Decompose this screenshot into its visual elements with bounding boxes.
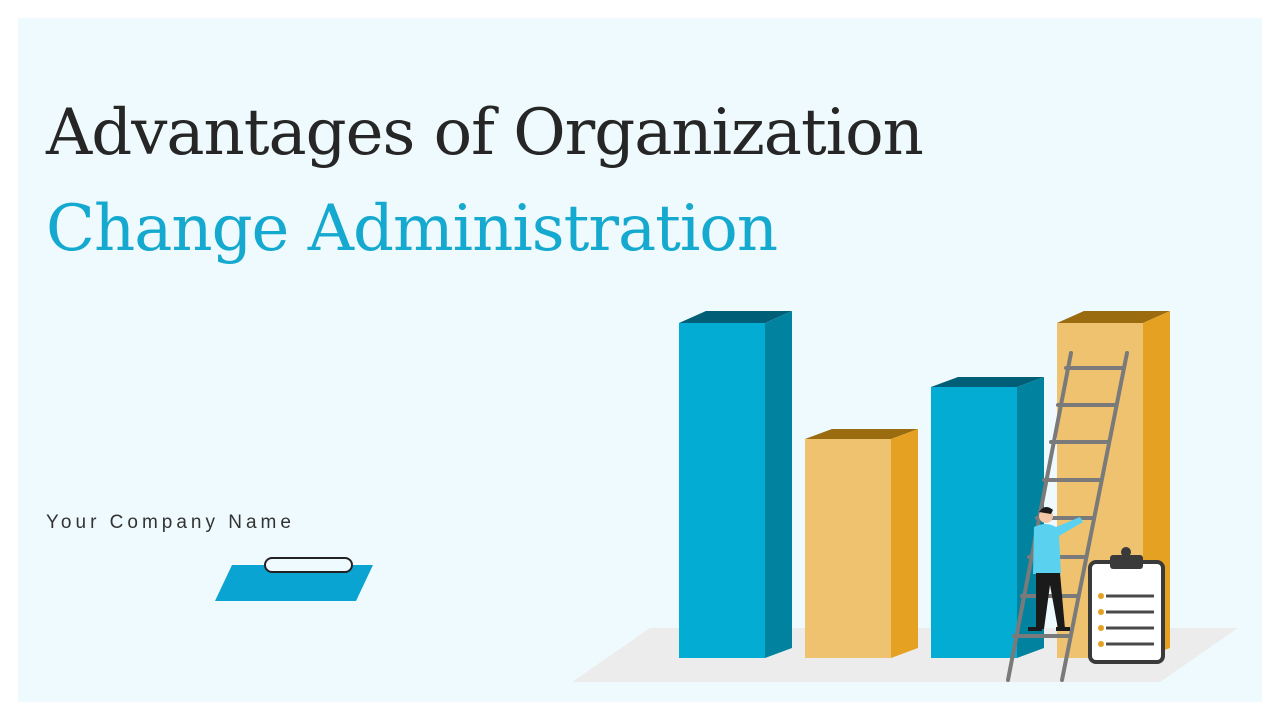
bar-front — [931, 387, 1017, 658]
bar-side — [765, 311, 792, 658]
bar-top — [805, 429, 918, 439]
bar-top — [1057, 311, 1170, 323]
company-name: Your Company Name — [46, 512, 295, 533]
decor-pill — [264, 557, 353, 573]
bar-top — [679, 311, 792, 323]
decor-parallelogram — [215, 565, 373, 601]
bar-side — [891, 429, 918, 658]
bar-front — [679, 323, 765, 658]
bar-front — [805, 439, 891, 658]
bar-top — [931, 377, 1044, 387]
title-line-1: Advantages of Organization — [46, 96, 924, 170]
clipboard — [1088, 547, 1165, 664]
title-line-2: Change Administration — [46, 192, 778, 266]
person — [1028, 506, 1083, 631]
